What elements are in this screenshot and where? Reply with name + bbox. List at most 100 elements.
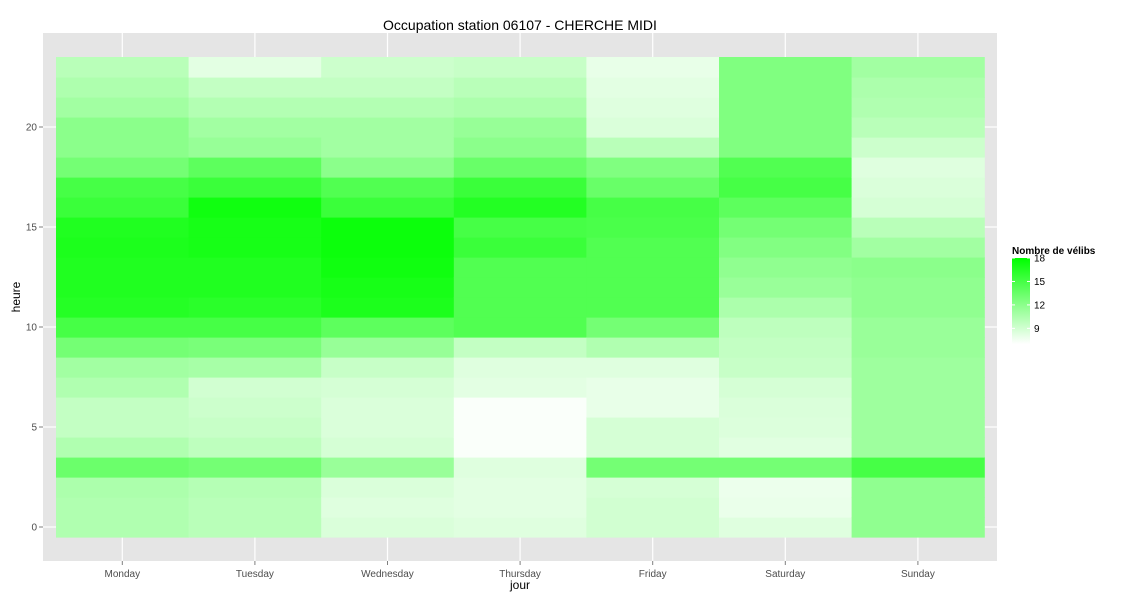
heatmap-tile xyxy=(56,477,190,498)
heatmap-tile xyxy=(719,497,853,518)
heatmap-tile xyxy=(188,297,322,318)
heatmap-tile xyxy=(321,297,455,318)
y-tick-label: 15 xyxy=(26,223,38,234)
heatmap-tile xyxy=(453,297,587,318)
heatmap-tile xyxy=(453,277,587,298)
heatmap-tile xyxy=(851,217,985,238)
heatmap-tile xyxy=(851,437,985,458)
heatmap-tile xyxy=(586,137,720,158)
heatmap-tile xyxy=(719,417,853,438)
heatmap-tile xyxy=(321,257,455,278)
heatmap-tile xyxy=(188,197,322,218)
heatmap-tile xyxy=(719,177,853,198)
heatmap-tile xyxy=(453,397,587,418)
heatmap-tile xyxy=(719,157,853,178)
heatmap-tile xyxy=(586,297,720,318)
heatmap-tile xyxy=(321,177,455,198)
heatmap-tile xyxy=(851,517,985,538)
heatmap-tile xyxy=(56,77,190,98)
heatmap-tile xyxy=(188,137,322,158)
heatmap-tile xyxy=(851,77,985,98)
heatmap-tile xyxy=(851,197,985,218)
x-axis-title: jour xyxy=(509,578,530,592)
heatmap-tile xyxy=(851,137,985,158)
heatmap-tile xyxy=(851,417,985,438)
heatmap-tile xyxy=(586,397,720,418)
legend-tick-label: 12 xyxy=(1034,300,1046,311)
heatmap-tile xyxy=(453,137,587,158)
heatmap-tile xyxy=(851,477,985,498)
heatmap-tile xyxy=(586,377,720,398)
legend-tick-label: 9 xyxy=(1034,324,1040,335)
heatmap-tile xyxy=(719,357,853,378)
heatmap-tile xyxy=(851,457,985,478)
heatmap-tile xyxy=(719,137,853,158)
heatmap-tile xyxy=(453,377,587,398)
heatmap-tile xyxy=(321,497,455,518)
heatmap-tile xyxy=(719,97,853,118)
heatmap-tile xyxy=(851,337,985,358)
heatmap-tile xyxy=(453,417,587,438)
heatmap-tile xyxy=(453,97,587,118)
heatmap-tile xyxy=(719,317,853,338)
x-tick-label: Tuesday xyxy=(236,569,274,580)
x-tick-label: Thursday xyxy=(499,569,541,580)
heatmap-tile xyxy=(56,497,190,518)
heatmap-tile xyxy=(321,457,455,478)
heatmap-tile xyxy=(321,77,455,98)
heatmap-tile xyxy=(188,277,322,298)
heatmap-tile xyxy=(321,517,455,538)
heatmap-tile xyxy=(56,417,190,438)
heatmap-tile xyxy=(321,97,455,118)
heatmap-tile xyxy=(321,317,455,338)
heatmap-tile xyxy=(321,117,455,138)
heatmap-tile xyxy=(586,97,720,118)
heatmap-tile xyxy=(188,417,322,438)
y-axis-title: heure xyxy=(9,281,23,312)
heatmap-tile xyxy=(586,237,720,258)
heatmap-tile xyxy=(56,277,190,298)
heatmap-tile xyxy=(719,57,853,78)
heatmap-tile xyxy=(453,497,587,518)
heatmap-tile xyxy=(719,477,853,498)
heatmap-tile xyxy=(453,437,587,458)
heatmap-tile xyxy=(56,117,190,138)
heatmap-tile xyxy=(56,377,190,398)
chart-title: Occupation station 06107 - CHERCHE MIDI xyxy=(383,17,657,33)
heatmap-tile xyxy=(321,437,455,458)
heatmap-tile xyxy=(188,257,322,278)
heatmap-tile xyxy=(586,277,720,298)
heatmap-tile xyxy=(851,177,985,198)
x-tick-label: Friday xyxy=(639,569,667,580)
heatmap-tile xyxy=(321,157,455,178)
heatmap-tile xyxy=(586,197,720,218)
legend: Nombre de vélibs 9 12 15 18 xyxy=(1012,246,1096,344)
heatmap-tile xyxy=(56,397,190,418)
heatmap-tile xyxy=(719,277,853,298)
heatmap-tile xyxy=(56,517,190,538)
heatmap-tile xyxy=(453,77,587,98)
heatmap-tile xyxy=(453,197,587,218)
heatmap-tile xyxy=(719,77,853,98)
legend-title: Nombre de vélibs xyxy=(1012,246,1096,257)
heatmap-tile xyxy=(188,237,322,258)
heatmap-tile xyxy=(851,297,985,318)
heatmap-tile xyxy=(851,57,985,78)
heatmap-tile xyxy=(188,97,322,118)
legend-tick-label: 18 xyxy=(1034,254,1046,265)
heatmap-tile xyxy=(188,57,322,78)
heatmap-tile xyxy=(453,177,587,198)
heatmap-tile xyxy=(56,437,190,458)
heatmap-tile xyxy=(321,237,455,258)
heatmap-tile xyxy=(453,457,587,478)
heatmap-tile xyxy=(719,257,853,278)
heatmap-tile xyxy=(586,497,720,518)
heatmap-tile xyxy=(188,117,322,138)
heatmap-tile xyxy=(321,197,455,218)
heatmap-tile xyxy=(56,157,190,178)
heatmap-tile xyxy=(188,517,322,538)
heatmap-tile xyxy=(321,397,455,418)
legend-tick-label: 15 xyxy=(1034,277,1046,288)
heatmap-tile xyxy=(56,357,190,378)
